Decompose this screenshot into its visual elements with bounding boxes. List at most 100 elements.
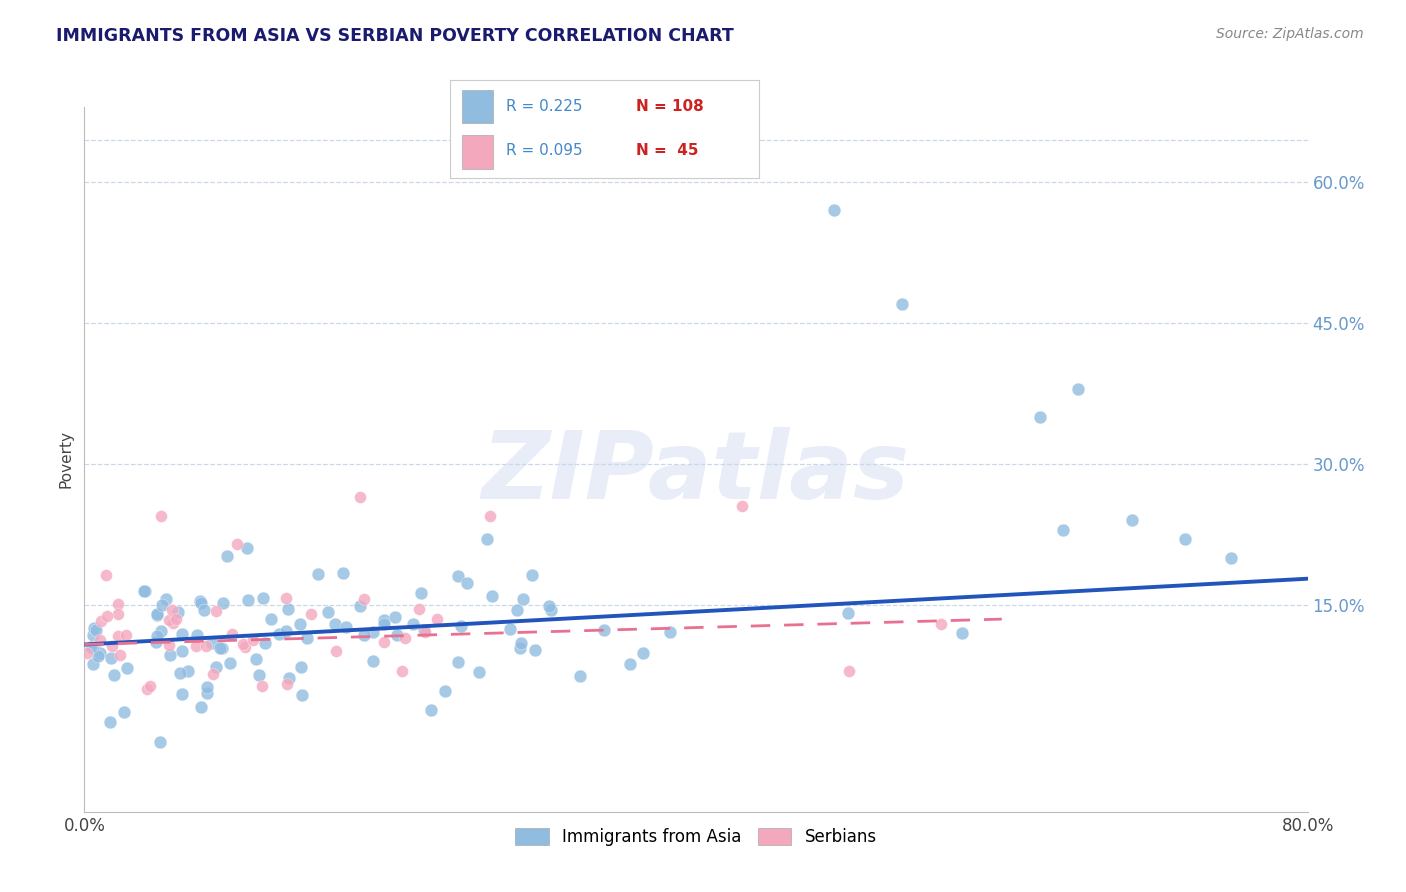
Point xyxy=(478,508,501,523)
Point xyxy=(353,592,375,607)
Point xyxy=(112,705,135,719)
Point xyxy=(349,599,371,614)
Point xyxy=(82,640,104,654)
Point xyxy=(165,612,187,626)
Point xyxy=(149,735,172,749)
Point xyxy=(373,634,395,648)
Point xyxy=(631,646,654,660)
Point xyxy=(295,632,318,646)
Point xyxy=(208,640,231,655)
Point xyxy=(408,602,430,616)
Point xyxy=(1174,533,1197,547)
Point xyxy=(323,616,346,631)
Point xyxy=(103,668,125,682)
Point xyxy=(569,669,592,683)
Point xyxy=(1121,513,1143,527)
Point xyxy=(307,566,329,581)
Point xyxy=(299,607,322,621)
Point xyxy=(86,623,108,637)
Point xyxy=(520,568,543,582)
Point xyxy=(96,609,118,624)
Point xyxy=(146,629,169,643)
Point xyxy=(107,607,129,621)
Text: R = 0.225: R = 0.225 xyxy=(506,99,582,114)
Point xyxy=(509,636,531,650)
Point xyxy=(211,640,233,655)
Point xyxy=(540,603,562,617)
Point xyxy=(98,715,121,730)
Point xyxy=(132,584,155,599)
Point xyxy=(450,619,472,633)
Point xyxy=(509,641,531,656)
Point xyxy=(391,664,413,678)
Point xyxy=(201,635,224,649)
Point xyxy=(149,508,172,523)
Point xyxy=(456,576,478,591)
Point xyxy=(115,628,138,642)
Point xyxy=(157,638,180,652)
Point xyxy=(172,687,194,701)
Point xyxy=(361,624,384,639)
Point xyxy=(188,594,211,608)
Point xyxy=(592,624,614,638)
Point xyxy=(276,677,298,691)
Point xyxy=(420,703,443,717)
Point xyxy=(277,601,299,615)
Point xyxy=(426,612,449,626)
Point xyxy=(413,625,436,640)
Point xyxy=(134,584,156,599)
Point xyxy=(242,633,264,648)
Point xyxy=(87,648,110,663)
Point xyxy=(155,592,177,607)
Point xyxy=(891,297,914,311)
Point xyxy=(82,628,104,642)
Point xyxy=(335,620,357,634)
Point xyxy=(79,640,101,655)
Point xyxy=(146,607,169,621)
Point xyxy=(524,642,547,657)
Point xyxy=(89,646,111,660)
Point xyxy=(288,616,311,631)
Point xyxy=(117,661,139,675)
Point xyxy=(276,624,298,639)
Point xyxy=(1067,382,1090,396)
Point xyxy=(447,656,470,670)
Point xyxy=(619,657,641,672)
Point xyxy=(226,537,249,551)
Point xyxy=(167,605,190,619)
Point xyxy=(434,684,457,698)
Y-axis label: Poverty: Poverty xyxy=(58,430,73,489)
Point xyxy=(384,609,406,624)
Point xyxy=(190,700,212,714)
Point xyxy=(373,617,395,632)
Text: ZIPatlas: ZIPatlas xyxy=(482,427,910,519)
Point xyxy=(332,566,354,580)
Point xyxy=(316,605,339,619)
Point xyxy=(221,627,243,641)
Bar xyxy=(463,90,494,123)
Point xyxy=(89,633,111,648)
Point xyxy=(108,648,131,662)
Point xyxy=(394,631,416,645)
Point xyxy=(373,613,395,627)
Point xyxy=(150,624,173,638)
Point xyxy=(499,622,522,636)
Point xyxy=(232,637,254,651)
Point xyxy=(90,614,112,628)
Point xyxy=(100,651,122,665)
Point xyxy=(94,568,117,582)
Text: R = 0.095: R = 0.095 xyxy=(506,144,582,159)
Point xyxy=(195,686,218,700)
Point xyxy=(512,592,534,607)
Point xyxy=(236,592,259,607)
Point xyxy=(1052,523,1074,537)
Point xyxy=(731,500,754,514)
Point xyxy=(195,639,218,653)
Point xyxy=(150,599,173,613)
Point xyxy=(197,680,219,694)
Point xyxy=(276,591,298,605)
Point xyxy=(235,541,257,556)
Point xyxy=(477,533,499,547)
Point xyxy=(139,679,162,693)
Point xyxy=(107,597,129,611)
